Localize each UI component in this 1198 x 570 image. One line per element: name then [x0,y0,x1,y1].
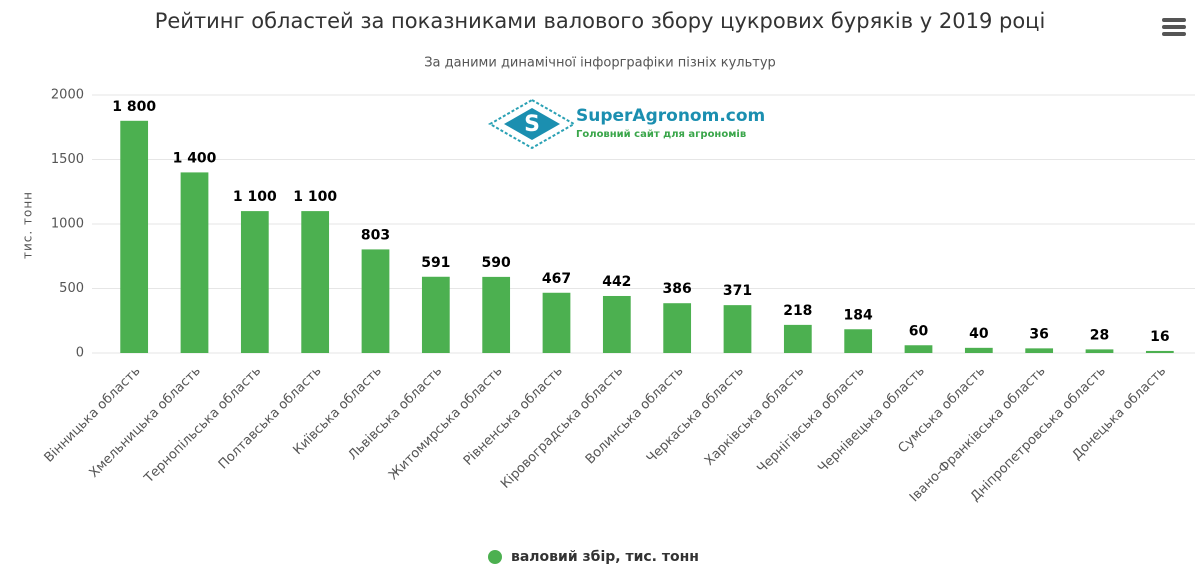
chart-title: Рейтинг областей за показниками валового… [155,9,1046,33]
bar [783,324,812,353]
bar [482,276,511,353]
logo-title: SuperAgronom.com [576,106,765,126]
x-tick-label: Житомирська область [386,364,505,483]
bar [1145,350,1174,353]
bar [844,329,873,353]
x-tick-label: Рівненська область [461,364,566,469]
data-label: 16 [1150,329,1169,345]
x-tick-label: Чернігівська область [754,364,867,477]
data-label: 40 [969,326,989,342]
data-label: 1 100 [293,189,337,205]
logo-inner [504,108,560,140]
data-label: 1 400 [173,150,217,166]
x-tick-label: Тернопільська область [141,364,264,487]
bar [361,249,390,353]
y-tick-label: 500 [59,281,84,296]
menu-bar[interactable] [1162,25,1186,29]
x-tick-label: Харківська область [702,364,807,469]
logo-letter: S [524,112,540,137]
y-axis-title: тис. тонн [21,191,35,259]
x-tick-label: Вінницька область [42,364,144,466]
bar [723,305,752,353]
bar [542,292,571,353]
x-tick-label: Чернівецька область [815,364,927,476]
bar [663,303,692,353]
bar [421,276,450,353]
data-label: 371 [723,283,752,299]
menu-button[interactable] [1162,18,1186,36]
x-tick-label: Кіровоградська область [498,364,626,492]
legend-label: валовий збір, тис. тонн [511,549,699,565]
x-tick-label: Полтавська область [216,364,325,473]
bar [904,345,933,353]
x-tick-label: Волинська область [583,364,687,468]
y-tick-label: 1500 [51,152,84,167]
data-label: 28 [1090,327,1109,343]
bar [1025,348,1054,353]
bar [964,347,993,353]
bar [120,120,149,353]
data-label: 442 [602,274,631,290]
chart-subtitle: За даними динамічної інфорграфіки пізніх… [424,56,776,71]
x-tick-label: Хмельницька область [87,364,204,481]
menu-bar[interactable] [1162,32,1186,36]
bar [1085,349,1114,353]
logo: S SuperAgronom.com Головний сайт для агр… [487,98,765,150]
data-label: 1 800 [112,99,156,115]
data-label: 803 [361,227,390,243]
data-label: 36 [1029,326,1048,342]
data-label: 467 [542,271,571,287]
y-tick-label: 1000 [51,217,84,232]
bar [180,172,209,353]
menu-bar[interactable] [1162,18,1186,22]
bar [602,295,631,353]
y-tick-label: 2000 [51,88,84,103]
logo-subtitle: Головний сайт для агрономів [576,129,746,140]
bar [240,211,269,353]
data-label: 218 [783,303,812,319]
bar [301,211,330,353]
legend-marker [488,550,502,564]
data-label: 184 [844,307,873,323]
data-label: 1 100 [233,189,277,205]
data-label: 386 [663,281,692,297]
data-label: 60 [909,323,929,339]
data-label: 590 [482,255,511,271]
data-label: 591 [421,255,450,271]
y-tick-label: 0 [76,346,84,361]
